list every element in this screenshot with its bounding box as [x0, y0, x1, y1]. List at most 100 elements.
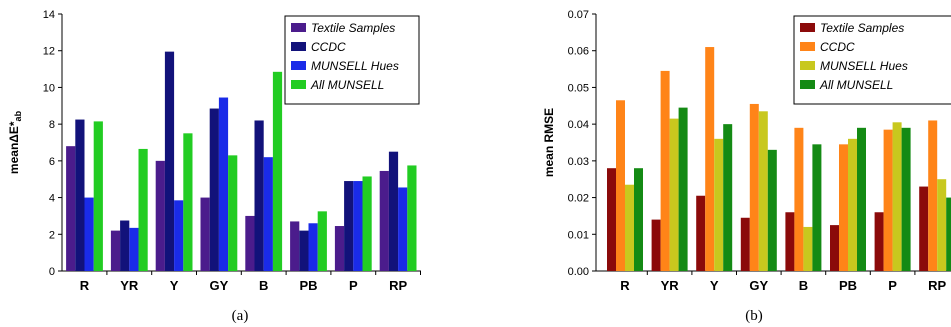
legend-swatch	[800, 61, 815, 70]
y-tick-label: 6	[49, 156, 55, 168]
bar-RP-1	[380, 171, 389, 271]
bar-P-4	[902, 128, 911, 271]
y-tick-label: 4	[49, 193, 55, 205]
y-tick-label: 2	[49, 229, 55, 241]
bar-P-1	[335, 226, 344, 271]
legend-swatch	[800, 42, 815, 51]
y-tick-label: 0.04	[568, 119, 589, 131]
bar-YR-4	[139, 149, 148, 271]
bar-P-3	[893, 122, 902, 271]
bar-B-4	[812, 144, 821, 271]
y-tick-label: 0.05	[568, 82, 589, 94]
x-tick-label: P	[888, 278, 897, 293]
legend-label: All MUNSELL	[310, 78, 384, 92]
bar-R-4	[94, 121, 103, 271]
bar-PB-4	[857, 128, 866, 271]
x-tick-label: GY	[749, 278, 768, 293]
legend-label: MUNSELL Hues	[311, 59, 399, 73]
bar-YR-1	[652, 220, 661, 271]
bar-PB-1	[290, 221, 299, 271]
bar-B-1	[785, 212, 794, 271]
bar-PB-2	[299, 231, 308, 271]
bar-PB-3	[309, 223, 318, 271]
bar-R-3	[85, 198, 94, 271]
bar-Y-4	[183, 133, 192, 271]
legend-label: MUNSELL Hues	[820, 59, 908, 73]
bar-GY-1	[201, 198, 210, 271]
x-tick-label: B	[259, 278, 268, 293]
bar-R-1	[66, 146, 75, 271]
legend-swatch	[291, 42, 306, 51]
chart-a: 0 2 4 6 8 10 12 14 R YR Y GY B PB P RP meanΔE*ab Textile …	[7, 9, 421, 324]
x-tick-label: Y	[170, 278, 179, 293]
x-tick-label: GY	[210, 278, 229, 293]
bar-Y-4	[723, 124, 732, 271]
y-tick-label: 10	[43, 82, 55, 94]
y-tick-label: 12	[43, 46, 55, 58]
bar-PB-1	[830, 225, 839, 271]
y-tick-label: 0.03	[568, 156, 589, 168]
x-tick-label: YR	[120, 278, 139, 293]
bar-RP-3	[398, 187, 407, 271]
bar-R-4	[634, 168, 643, 271]
y-tick-label: 0.01	[568, 229, 589, 241]
bar-YR-2	[120, 221, 129, 271]
bar-RP-2	[928, 120, 937, 271]
legend-label: CCDC	[311, 40, 346, 54]
bar-Y-3	[714, 139, 723, 271]
bar-GY-3	[219, 98, 228, 271]
x-tick-label: RP	[389, 278, 407, 293]
bar-YR-1	[111, 231, 120, 271]
bar-B-2	[794, 128, 803, 271]
legend-swatch	[800, 23, 815, 32]
y-tick-label: 0.06	[568, 46, 589, 58]
bar-RP-4	[407, 165, 416, 271]
bar-PB-2	[839, 144, 848, 271]
bar-P-2	[884, 130, 893, 271]
bar-GY-1	[741, 218, 750, 271]
bar-GY-4	[768, 150, 777, 271]
bar-R-3	[625, 185, 634, 271]
legend-label: Textile Samples	[311, 21, 395, 35]
bar-YR-2	[661, 71, 670, 271]
bar-PB-4	[318, 211, 327, 271]
y-axis-label: mean RMSE	[542, 108, 556, 177]
bar-GY-2	[750, 104, 759, 271]
legend-swatch	[800, 80, 815, 89]
bar-R-2	[75, 120, 84, 271]
bar-GY-4	[228, 155, 237, 271]
bar-Y-1	[156, 161, 165, 271]
x-tick-label: PB	[839, 278, 857, 293]
legend-swatch	[291, 23, 306, 32]
y-tick-label: 0.02	[568, 193, 589, 205]
bar-R-2	[616, 100, 625, 271]
y-tick-label: 14	[43, 9, 55, 21]
bar-YR-4	[679, 108, 688, 271]
bar-YR-3	[670, 119, 679, 271]
y-tick-label: 8	[49, 119, 55, 131]
x-tick-label: PB	[299, 278, 317, 293]
bar-B-1	[245, 216, 254, 271]
bar-P-2	[344, 181, 353, 271]
x-tick-label: R	[620, 278, 630, 293]
y-tick-label: 0.00	[568, 266, 589, 278]
y-tick-label: 0.07	[568, 9, 589, 21]
chart-caption: (b)	[745, 308, 763, 324]
x-tick-label: YR	[661, 278, 680, 293]
bar-RP-3	[937, 179, 946, 271]
bar-B-2	[255, 120, 264, 271]
legend-swatch	[291, 61, 306, 70]
bar-PB-3	[848, 139, 857, 271]
legend-label: All MUNSELL	[819, 78, 893, 92]
bar-RP-1	[919, 187, 928, 271]
bar-GY-2	[210, 109, 219, 271]
bar-RP-2	[389, 152, 398, 271]
bar-B-4	[273, 72, 282, 271]
bar-R-1	[607, 168, 616, 271]
x-tick-label: Y	[710, 278, 719, 293]
x-tick-label: B	[799, 278, 808, 293]
legend-swatch	[291, 80, 306, 89]
bar-P-1	[875, 212, 884, 271]
bar-B-3	[264, 157, 273, 271]
